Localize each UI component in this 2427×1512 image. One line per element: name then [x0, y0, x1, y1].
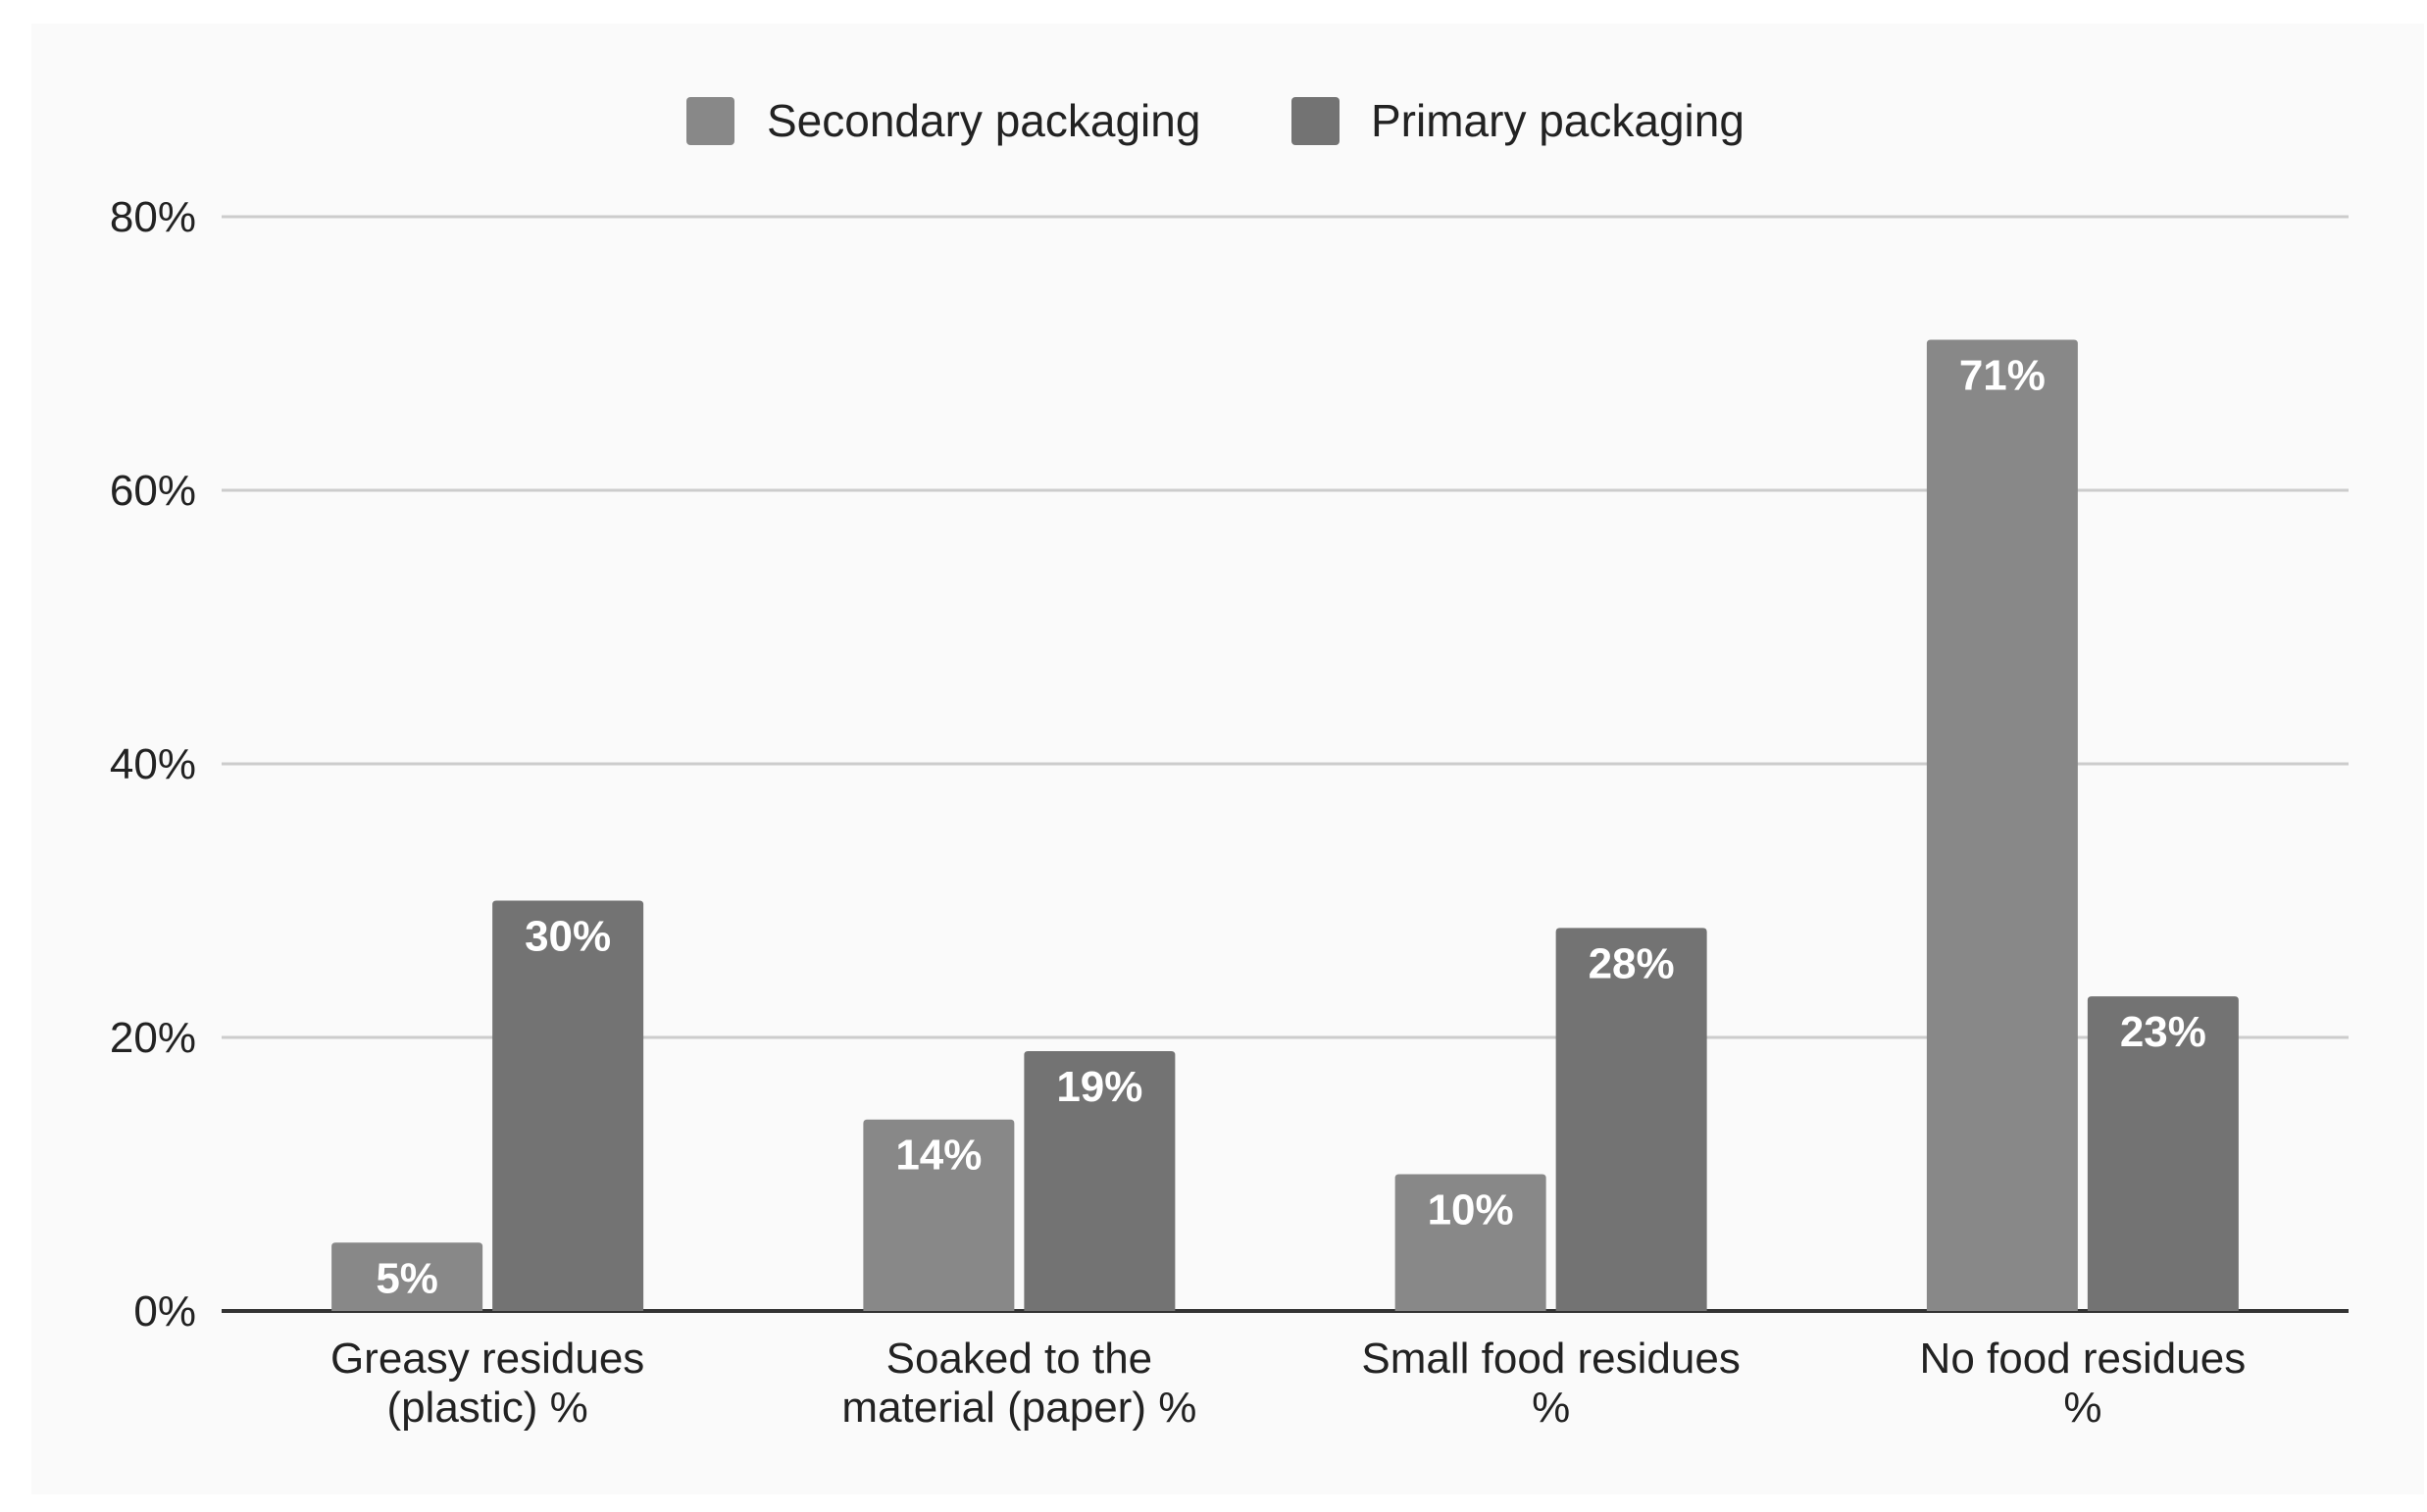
bar	[1926, 339, 2078, 1311]
x-tick-label-line: Greasy residues	[330, 1335, 644, 1383]
legend-label: Secondary packaging	[767, 95, 1200, 146]
legend-label: Primary packaging	[1371, 95, 1744, 146]
data-label: 19%	[1056, 1063, 1142, 1111]
legend-swatch	[1291, 97, 1340, 145]
data-label: 23%	[2120, 1008, 2206, 1056]
y-tick-label: 40%	[110, 740, 196, 788]
data-label: 10%	[1428, 1186, 1514, 1235]
data-label: 14%	[895, 1132, 982, 1180]
bar	[1555, 928, 1707, 1311]
bar	[2087, 996, 2239, 1311]
data-label: 71%	[1959, 352, 2046, 400]
x-tick-label-line: %	[2063, 1384, 2101, 1432]
bar	[1394, 1174, 1546, 1311]
bar	[863, 1119, 1015, 1311]
y-tick-label: 80%	[110, 193, 196, 241]
y-tick-label: 60%	[110, 467, 196, 515]
x-tick-label-line: No food residues	[1920, 1335, 2247, 1383]
x-tick-label-line: Soaked to the	[886, 1335, 1153, 1383]
x-tick-label-line: (plastic) %	[386, 1384, 587, 1432]
x-tick-label-line: %	[1532, 1384, 1570, 1432]
data-label: 30%	[525, 913, 611, 961]
bar	[1024, 1050, 1176, 1311]
bar	[492, 900, 644, 1311]
y-tick-label: 0%	[133, 1287, 196, 1336]
legend-swatch	[686, 97, 734, 145]
x-tick-label-line: material (paper) %	[841, 1384, 1196, 1432]
x-tick-label: Greasy residues (plastic) %	[330, 1335, 644, 1432]
bar	[331, 1242, 483, 1311]
x-tick-label-line: Small food residues	[1361, 1335, 1740, 1383]
data-label: 5%	[376, 1254, 438, 1302]
x-tick-label: Soaked to the material (paper) %	[841, 1335, 1196, 1432]
x-tick-label: Small food residues%	[1361, 1335, 1740, 1432]
y-tick-label: 20%	[110, 1014, 196, 1062]
data-label: 28%	[1589, 939, 1675, 987]
x-tick-label: No food residues%	[1920, 1335, 2247, 1432]
